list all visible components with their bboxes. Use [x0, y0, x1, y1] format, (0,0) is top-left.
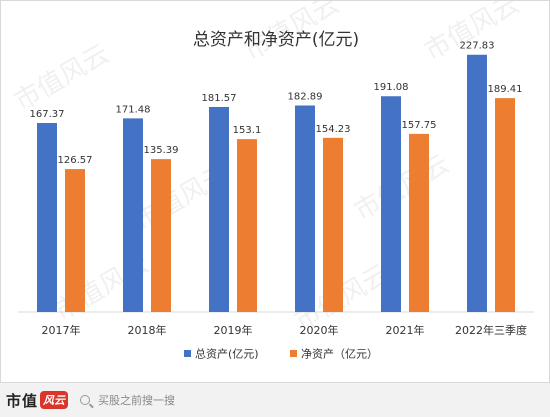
bar [323, 137, 343, 312]
data-label: 126.57 [58, 155, 93, 166]
search-placeholder: 买股之前搜一搜 [98, 394, 175, 407]
bar [65, 169, 85, 312]
footer-bar: 市值 风云 买股之前搜一搜 [0, 383, 550, 417]
legend-label: 净资产（亿元） [301, 347, 378, 361]
data-label: 157.75 [402, 120, 437, 131]
search-icon [80, 395, 90, 405]
brand-name: 市值 [6, 391, 39, 410]
chart-frame: 市值风云市值风云市值风云市值风云市值风云市值风云市值风云总资产和净资产(亿元)1… [0, 0, 550, 383]
bar [409, 133, 429, 312]
data-label: 171.48 [116, 104, 151, 115]
bar-chart: 市值风云市值风云市值风云市值风云市值风云市值风云市值风云总资产和净资产(亿元)1… [10, 1, 534, 361]
search-box[interactable]: 买股之前搜一搜 [80, 391, 175, 409]
legend-swatch [184, 350, 191, 357]
brand-logo[interactable]: 市值 风云 [6, 390, 69, 410]
data-label: 182.89 [288, 91, 323, 102]
x-tick-label: 2018年 [128, 323, 167, 337]
x-tick-label: 2017年 [42, 323, 81, 337]
x-tick-label: 2021年 [386, 323, 425, 337]
x-tick-label: 2020年 [300, 323, 339, 337]
bar [37, 123, 57, 312]
watermark-text: 市值风云 [10, 39, 115, 117]
x-tick-label: 2022年三季度 [455, 323, 527, 337]
data-label: 135.39 [144, 145, 179, 156]
bar [209, 106, 229, 313]
bar [123, 118, 143, 312]
bar [467, 54, 487, 313]
data-label: 167.37 [30, 109, 65, 120]
bar [495, 98, 515, 312]
data-label: 154.23 [316, 124, 351, 135]
data-label: 181.57 [202, 93, 237, 104]
legend-swatch [290, 350, 297, 357]
data-label: 227.83 [460, 41, 495, 52]
data-label: 191.08 [374, 82, 409, 93]
legend-label: 总资产(亿元) [195, 347, 259, 361]
chart-title: 总资产和净资产(亿元) [193, 30, 359, 50]
data-label: 189.41 [488, 84, 523, 95]
bar [237, 139, 257, 312]
data-label: 153.1 [233, 125, 262, 136]
watermark-text: 市值风云 [350, 149, 455, 227]
bar [151, 159, 171, 312]
x-tick-label: 2019年 [214, 323, 253, 337]
brand-mark: 风云 [40, 391, 69, 409]
bar [295, 105, 315, 312]
bar [381, 96, 401, 312]
